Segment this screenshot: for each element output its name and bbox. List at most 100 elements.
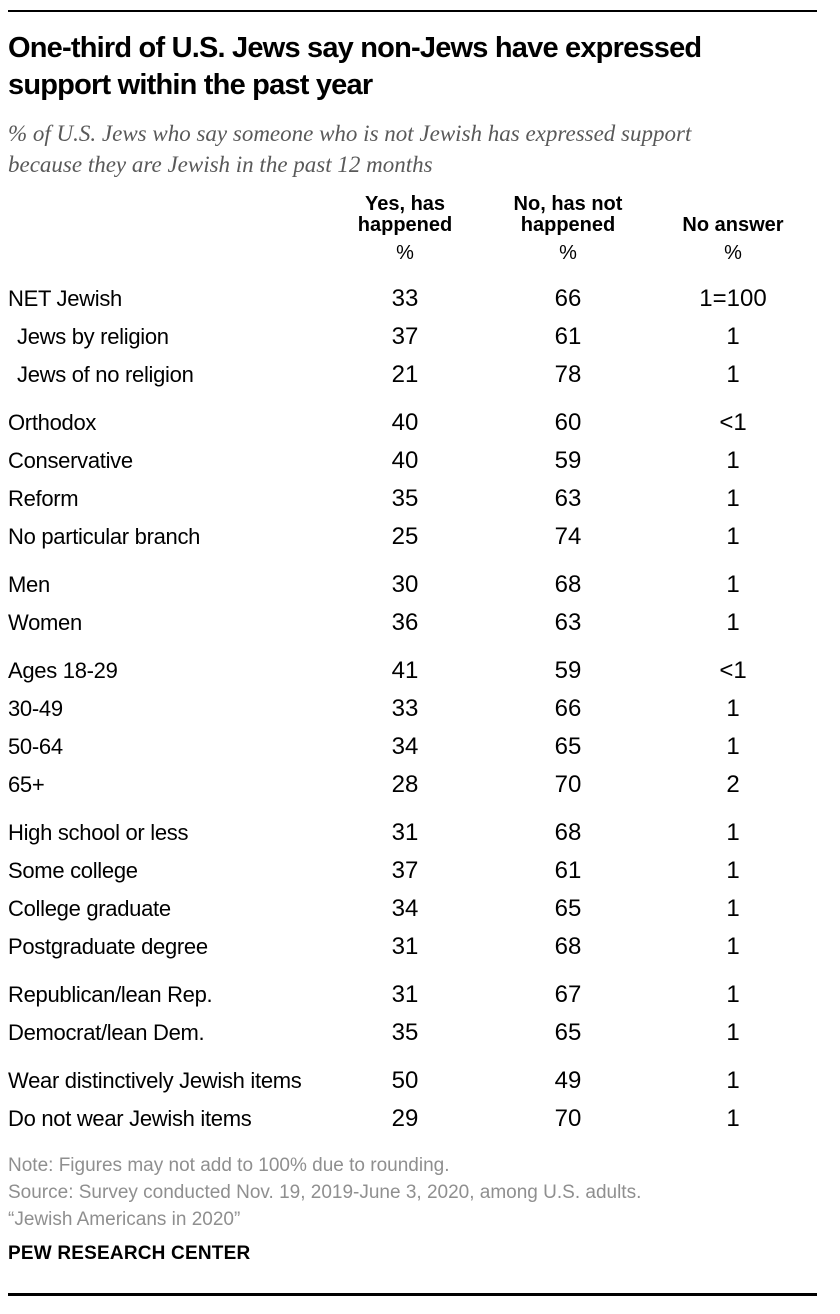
value-no-answer: 1 — [726, 1067, 740, 1094]
row-label: Republican/lean Rep. — [8, 982, 213, 1007]
table-row: Republican/lean Rep. 31 67 1 — [8, 976, 817, 1014]
value-no: 60 — [554, 409, 582, 436]
value-no-answer: 1=100 — [699, 285, 767, 312]
title-line-2: support within the past year — [8, 69, 373, 101]
value-no-answer: 1 — [726, 523, 740, 550]
value-yes: 36 — [391, 609, 419, 636]
group-denomination: Orthodox 40 60 <1 Conservative 40 59 1 R… — [8, 404, 817, 556]
table-row: 50-64 34 65 1 — [8, 728, 817, 766]
value-no-answer: 1 — [726, 485, 740, 512]
table-row: Wear distinctively Jewish items 50 49 1 — [8, 1062, 817, 1100]
column-header-no: No, has not happened — [470, 194, 666, 236]
table-row: Conservative 40 59 1 — [8, 442, 817, 480]
subtitle: % of U.S. Jews who say someone who is no… — [8, 118, 817, 180]
figure-container: One-third of U.S. Jews say non-Jews have… — [8, 10, 817, 1296]
unit-no-answer: % — [724, 242, 742, 264]
value-yes: 40 — [391, 409, 419, 436]
value-no: 68 — [554, 933, 582, 960]
column-header-no-answer: No answer — [666, 215, 800, 236]
row-label: College graduate — [8, 896, 171, 921]
value-no-answer: 2 — [726, 771, 740, 798]
row-label: Democrat/lean Dem. — [8, 1020, 205, 1045]
value-no: 78 — [554, 361, 582, 388]
value-no-answer: 1 — [726, 609, 740, 636]
value-no: 66 — [554, 285, 582, 312]
value-yes: 30 — [391, 571, 419, 598]
row-label: No particular branch — [8, 524, 201, 549]
row-label: Jews by religion — [17, 324, 169, 349]
value-no: 65 — [554, 895, 582, 922]
title-line-1: One-third of U.S. Jews say non-Jews have… — [8, 32, 702, 64]
row-label: 30-49 — [8, 696, 63, 721]
value-no: 68 — [554, 571, 582, 598]
table-row: 30-49 33 66 1 — [8, 690, 817, 728]
row-label: 65+ — [8, 772, 45, 797]
report-title-line: “Jewish Americans in 2020” — [8, 1209, 241, 1230]
table-row: College graduate 34 65 1 — [8, 890, 817, 928]
value-yes: 33 — [391, 285, 419, 312]
row-label: NET Jewish — [8, 286, 122, 311]
table-row: Postgraduate degree 31 68 1 — [8, 928, 817, 966]
row-label: Ages 18-29 — [8, 658, 118, 683]
table-row: High school or less 31 68 1 — [8, 814, 817, 852]
page-title: One-third of U.S. Jews say non-Jews have… — [8, 30, 817, 104]
row-label: Orthodox — [8, 410, 97, 435]
value-no-answer: <1 — [719, 657, 747, 684]
value-yes: 21 — [391, 361, 419, 388]
column-header-no-answer-label: No answer — [682, 214, 784, 236]
subtitle-line-1: % of U.S. Jews who say someone who is no… — [8, 121, 692, 146]
value-no: 66 — [554, 695, 582, 722]
value-no-answer: 1 — [726, 981, 740, 1008]
unit-yes: % — [396, 242, 414, 264]
value-yes: 25 — [391, 523, 419, 550]
column-header-no-label: No, has not happened — [513, 193, 623, 236]
table-row: Women 36 63 1 — [8, 604, 817, 642]
value-yes: 35 — [391, 1019, 419, 1046]
row-label: Postgraduate degree — [8, 934, 208, 959]
table-row: Jews by religion 37 61 1 — [8, 318, 817, 356]
value-yes: 31 — [391, 819, 419, 846]
value-no-answer: 1 — [726, 695, 740, 722]
value-no: 61 — [554, 857, 582, 884]
unit-no: % — [559, 242, 577, 264]
value-no: 65 — [554, 733, 582, 760]
value-no: 63 — [554, 609, 582, 636]
row-label: Some college — [8, 858, 138, 883]
value-no-answer: 1 — [726, 857, 740, 884]
value-no: 61 — [554, 323, 582, 350]
bottom-rule — [8, 1293, 817, 1296]
table-row: 65+ 28 70 2 — [8, 766, 817, 804]
note-line: Note: Figures may not add to 100% due to… — [8, 1155, 450, 1176]
value-no: 74 — [554, 523, 582, 550]
footnotes: Note: Figures may not add to 100% due to… — [8, 1152, 817, 1233]
unit-row: % % % — [8, 242, 817, 264]
value-no: 49 — [554, 1067, 582, 1094]
row-label: Jews of no religion — [17, 362, 194, 387]
table-row: NET Jewish 33 66 1=100 — [8, 280, 817, 318]
value-yes: 34 — [391, 895, 419, 922]
column-header-yes-label: Yes, has happened — [357, 193, 453, 236]
value-yes: 50 — [391, 1067, 419, 1094]
value-yes: 37 — [391, 857, 419, 884]
value-no-answer: 1 — [726, 819, 740, 846]
row-label: 50-64 — [8, 734, 63, 759]
table-body: NET Jewish 33 66 1=100 Jews by religion … — [8, 280, 817, 1138]
table-row: Democrat/lean Dem. 35 65 1 — [8, 1014, 817, 1052]
value-no: 63 — [554, 485, 582, 512]
value-no: 68 — [554, 819, 582, 846]
value-no: 59 — [554, 447, 582, 474]
value-yes: 34 — [391, 733, 419, 760]
value-no: 70 — [554, 1105, 582, 1132]
group-party: Republican/lean Rep. 31 67 1 Democrat/le… — [8, 976, 817, 1052]
value-yes: 31 — [391, 933, 419, 960]
group-jewish-items: Wear distinctively Jewish items 50 49 1 … — [8, 1062, 817, 1138]
row-label: Do not wear Jewish items — [8, 1106, 252, 1131]
value-no: 67 — [554, 981, 582, 1008]
row-label: Women — [8, 610, 82, 635]
top-rule — [8, 10, 817, 12]
unit-spacer — [8, 242, 340, 264]
table-row: Some college 37 61 1 — [8, 852, 817, 890]
value-yes: 40 — [391, 447, 419, 474]
value-no-answer: <1 — [719, 409, 747, 436]
value-yes: 37 — [391, 323, 419, 350]
